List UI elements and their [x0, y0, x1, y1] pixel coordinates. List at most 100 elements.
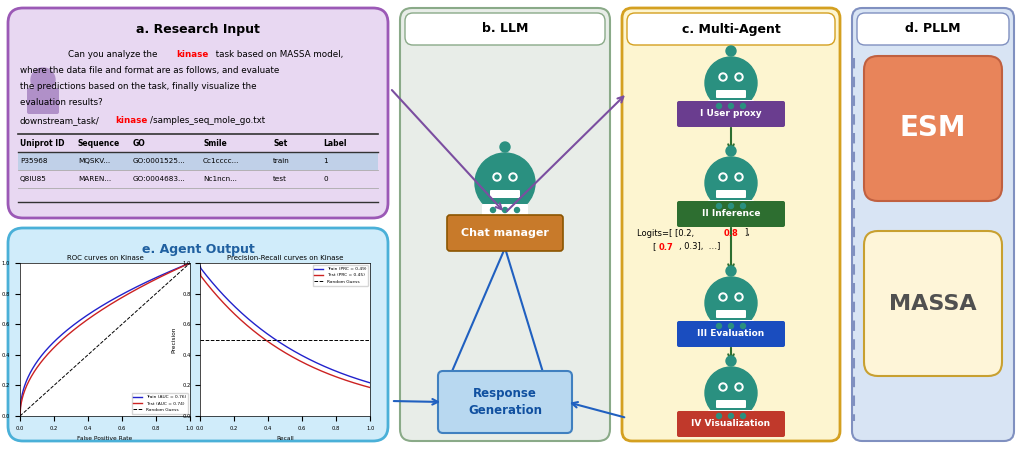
Test (PRC = 0.45) — [298, 361, 310, 366]
Text: train: train — [273, 158, 290, 164]
Circle shape — [737, 295, 741, 299]
Text: P35968: P35968 — [20, 158, 47, 164]
Circle shape — [475, 153, 535, 213]
Text: d. PLLM: d. PLLM — [905, 22, 961, 35]
Circle shape — [737, 175, 741, 179]
Train (PRC = 0.49) — [295, 352, 307, 357]
Train (PRC = 0.49) — [365, 380, 377, 386]
Circle shape — [719, 173, 727, 181]
Text: 0.7: 0.7 — [659, 242, 674, 251]
Text: kinase: kinase — [176, 50, 208, 59]
Circle shape — [728, 323, 733, 329]
Circle shape — [717, 203, 722, 208]
Random Guess — [348, 337, 360, 342]
Circle shape — [728, 414, 733, 418]
Circle shape — [705, 157, 757, 209]
Circle shape — [735, 173, 743, 181]
Test (AUC = 0.74) — [184, 260, 197, 266]
FancyBboxPatch shape — [622, 8, 840, 441]
Text: /samples_seq_mole_go.txt: /samples_seq_mole_go.txt — [150, 116, 265, 125]
Text: IV Visualization: IV Visualization — [691, 419, 771, 428]
Test (PRC = 0.45) — [348, 380, 360, 386]
FancyBboxPatch shape — [857, 13, 1009, 45]
Test (PRC = 0.45) — [295, 359, 307, 365]
FancyBboxPatch shape — [27, 88, 59, 114]
Text: Set: Set — [273, 138, 288, 148]
Circle shape — [705, 277, 757, 329]
Text: ESM: ESM — [900, 114, 967, 142]
Text: Response: Response — [473, 387, 537, 401]
Circle shape — [717, 414, 722, 418]
Text: Chat manager: Chat manager — [461, 228, 549, 238]
Y-axis label: Precision: Precision — [172, 326, 176, 352]
Circle shape — [719, 383, 727, 391]
FancyBboxPatch shape — [864, 56, 1002, 201]
Text: III Evaluation: III Evaluation — [697, 330, 765, 339]
Text: MQSKV...: MQSKV... — [78, 158, 111, 164]
Circle shape — [740, 414, 745, 418]
Text: 0: 0 — [323, 176, 328, 182]
Circle shape — [726, 146, 736, 156]
Random Guess — [298, 337, 310, 342]
FancyBboxPatch shape — [716, 190, 746, 198]
Text: Q8IU85: Q8IU85 — [20, 176, 47, 182]
Test (PRC = 0.45) — [195, 273, 207, 279]
Circle shape — [705, 367, 757, 419]
Legend: Train (PRC = 0.49), Test (PRC = 0.45), Random Guess: Train (PRC = 0.49), Test (PRC = 0.45), R… — [312, 265, 368, 286]
Circle shape — [719, 293, 727, 301]
Text: Sequence: Sequence — [78, 138, 120, 148]
Train (AUC = 0.76) — [14, 401, 27, 407]
FancyBboxPatch shape — [716, 400, 746, 408]
Circle shape — [740, 323, 745, 329]
Text: Generation: Generation — [468, 405, 542, 418]
Circle shape — [721, 385, 725, 389]
Line: Test (PRC = 0.45): Test (PRC = 0.45) — [201, 271, 371, 387]
Train (AUC = 0.76) — [14, 414, 27, 419]
Circle shape — [726, 356, 736, 366]
Circle shape — [514, 207, 519, 212]
FancyBboxPatch shape — [716, 90, 746, 98]
Circle shape — [495, 175, 499, 179]
FancyBboxPatch shape — [677, 411, 785, 437]
Text: a. Research Input: a. Research Input — [136, 23, 260, 36]
Text: downstream_task/: downstream_task/ — [20, 116, 100, 125]
Train (AUC = 0.76) — [157, 272, 169, 277]
FancyBboxPatch shape — [8, 228, 388, 441]
FancyBboxPatch shape — [18, 152, 378, 170]
Circle shape — [719, 73, 727, 81]
Title: ROC curves on Kinase: ROC curves on Kinase — [67, 255, 143, 261]
Test (PRC = 0.45) — [365, 385, 377, 390]
X-axis label: False Positive Rate: False Positive Rate — [78, 436, 133, 441]
Circle shape — [726, 266, 736, 276]
Test (AUC = 0.74) — [14, 414, 27, 419]
Circle shape — [493, 173, 501, 181]
Text: MAREN...: MAREN... — [78, 176, 112, 182]
Circle shape — [735, 293, 743, 301]
Train (AUC = 0.76) — [115, 292, 127, 298]
Train (AUC = 0.76) — [115, 292, 127, 298]
FancyBboxPatch shape — [708, 320, 754, 332]
Circle shape — [717, 323, 722, 329]
Train (PRC = 0.49) — [195, 266, 207, 271]
Circle shape — [31, 68, 55, 92]
Test (AUC = 0.74) — [118, 294, 130, 299]
Circle shape — [721, 75, 725, 79]
Text: Logits=[ [0.2,: Logits=[ [0.2, — [637, 229, 696, 238]
Test (AUC = 0.74) — [157, 273, 169, 278]
Circle shape — [740, 104, 745, 109]
Test (AUC = 0.74) — [115, 295, 127, 301]
Train (AUC = 0.76) — [118, 291, 130, 296]
FancyBboxPatch shape — [852, 8, 1014, 441]
Train (AUC = 0.76) — [184, 260, 197, 266]
Test (PRC = 0.45) — [337, 377, 349, 382]
Circle shape — [737, 385, 741, 389]
Text: I User proxy: I User proxy — [700, 110, 762, 119]
Circle shape — [721, 295, 725, 299]
Circle shape — [740, 203, 745, 208]
FancyBboxPatch shape — [490, 190, 520, 198]
FancyBboxPatch shape — [864, 231, 1002, 376]
FancyBboxPatch shape — [406, 13, 605, 45]
Text: test: test — [273, 176, 287, 182]
X-axis label: Recall: Recall — [276, 436, 294, 441]
Text: ],: ], — [744, 229, 750, 238]
